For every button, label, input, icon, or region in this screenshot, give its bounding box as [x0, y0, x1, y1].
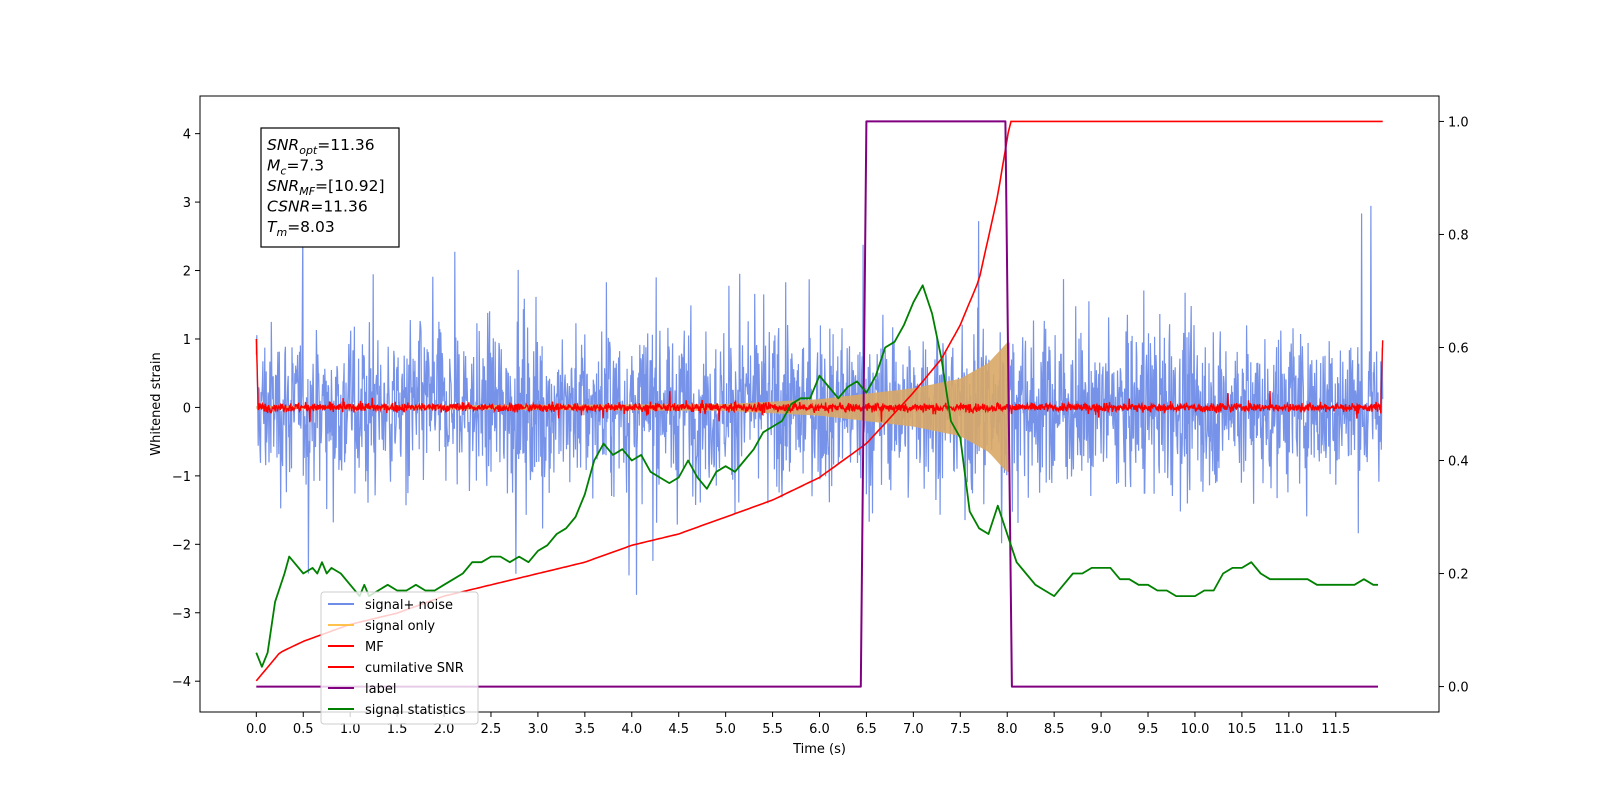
- annotation-symbol: T: [267, 218, 278, 236]
- legend-label: label: [365, 682, 396, 697]
- legend-label: signal only: [365, 619, 435, 634]
- x-tick-label: 4.0: [621, 722, 642, 737]
- y-tick-label: −2: [172, 538, 191, 553]
- y-tick-label: 4: [183, 128, 191, 143]
- annotation-value: =11.36: [310, 198, 367, 216]
- y-tick-label: 0: [183, 401, 191, 416]
- series-signal-statistics: [255, 284, 1378, 668]
- y2-tick-label: 0.0: [1448, 681, 1469, 696]
- annotation-value: =[10.92]: [315, 177, 384, 195]
- x-tick-label: 2.5: [481, 722, 502, 737]
- legend-label: cumilative SNR: [365, 661, 464, 676]
- annotation-line: Mc=7.3: [267, 157, 324, 178]
- y2-tick-label: 0.2: [1448, 568, 1469, 583]
- y-tick-label: 2: [183, 265, 191, 280]
- annotation-line: SNRopt=11.36: [267, 136, 375, 157]
- x-tick-label: 3.5: [574, 722, 595, 737]
- legend-label: signal+ noise: [365, 598, 453, 613]
- annotation-subscript: c: [280, 165, 286, 178]
- y2-tick-label: 0.8: [1448, 228, 1469, 243]
- y2-tick-label: 0.6: [1448, 341, 1469, 356]
- x-tick-label: 1.5: [387, 722, 408, 737]
- series-signal-noise: [255, 205, 1384, 595]
- annotation-symbol: CSNR: [267, 198, 310, 216]
- x-tick-label: 3.0: [528, 722, 549, 737]
- x-tick-label: 7.0: [903, 722, 924, 737]
- x-tick-label: 7.5: [950, 722, 971, 737]
- legend: signal+ noise signal only MF cumilative SNR…: [320, 591, 479, 725]
- x-tick-label: 0.5: [293, 722, 314, 737]
- legend-label: signal statistics: [365, 703, 466, 718]
- x-tick-label: 8.0: [997, 722, 1018, 737]
- annotation-value: =11.36: [317, 136, 374, 154]
- annotation-line: SNRMF=[10.92]: [267, 177, 385, 198]
- x-tick-label: 8.5: [1044, 722, 1065, 737]
- x-tick-label: 9.0: [1091, 722, 1112, 737]
- annotation-value: =7.3: [286, 157, 324, 175]
- y2-tick-label: 0.4: [1448, 455, 1469, 470]
- legend-label: MF: [365, 640, 384, 655]
- y-axis-label: Whitened strain: [149, 352, 164, 455]
- x-tick-label: 10.0: [1180, 722, 1209, 737]
- x-tick-label: 2.0: [434, 722, 455, 737]
- x-tick-label: 10.5: [1227, 722, 1256, 737]
- x-tick-label: 0.0: [246, 722, 267, 737]
- annotation-line: CSNR=11.36: [267, 198, 368, 216]
- y-tick-label: 3: [183, 196, 191, 211]
- annotation-box: SNRopt=11.36Mc=7.3SNRMF=[10.92]CSNR=11.3…: [260, 127, 400, 248]
- y-tick-label: −4: [172, 675, 191, 690]
- annotation-line: Tm=8.03: [267, 218, 335, 239]
- annotation-subscript: m: [276, 226, 287, 239]
- series-mf: [255, 338, 1384, 423]
- x-tick-label: 9.5: [1138, 722, 1159, 737]
- annotation-frame: [260, 127, 400, 248]
- y-tick-label: 1: [183, 333, 191, 348]
- series-label: [256, 120, 1378, 688]
- y2-tick-label: 1.0: [1448, 115, 1469, 130]
- x-tick-label: 4.5: [668, 722, 689, 737]
- x-tick-label: 6.0: [809, 722, 830, 737]
- y-tick-label: −3: [172, 607, 191, 622]
- annotation-symbol: SNR: [267, 136, 299, 154]
- x-tick-label: 11.5: [1321, 722, 1350, 737]
- annotation-symbol: SNR: [267, 177, 299, 195]
- x-tick-label: 5.0: [715, 722, 736, 737]
- annotation-subscript: MF: [299, 185, 315, 198]
- legend-frame: [320, 591, 479, 725]
- x-tick-label: 6.5: [856, 722, 877, 737]
- x-tick-label: 1.0: [340, 722, 361, 737]
- x-axis: 0.0 0.5 1.0 1.5 2.0 2.5 3.0 3.5 4.0 4.5 5.0 5.5 6.0 6…: [246, 712, 1350, 737]
- y-tick-label: −1: [172, 470, 191, 485]
- x-axis-label: Time (s): [792, 742, 846, 757]
- x-tick-label: 5.5: [762, 722, 783, 737]
- y-axis-left: −4 −3 −2 −1 0 1 2 3 4: [172, 128, 200, 690]
- x-tick-label: 11.0: [1274, 722, 1303, 737]
- annotation-value: =8.03: [287, 218, 335, 236]
- annotation-symbol: M: [267, 157, 280, 175]
- annotation-subscript: opt: [299, 144, 318, 157]
- y-axis-right: 0.0 0.2 0.4 0.6 0.8 1.0: [1439, 115, 1469, 696]
